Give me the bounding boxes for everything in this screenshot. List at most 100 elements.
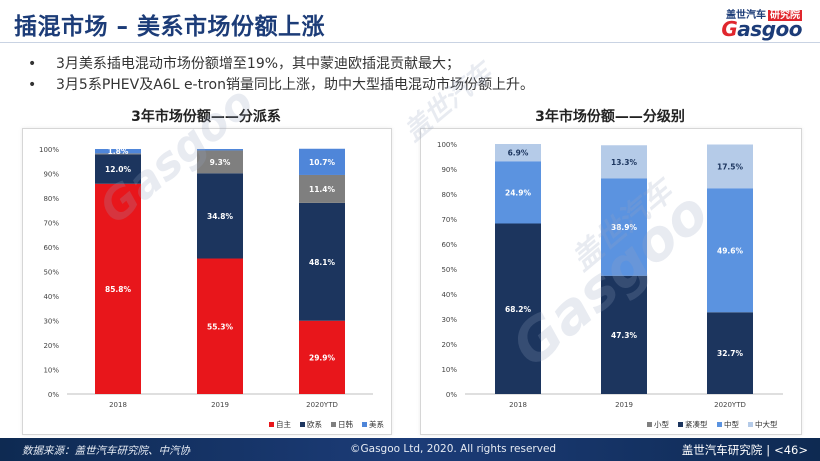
x-tick-label: 2019 [615, 401, 633, 409]
y-tick-label: 60% [43, 244, 59, 252]
legend-swatch [717, 422, 722, 427]
bar-segment [197, 258, 243, 394]
x-tick-label: 2018 [509, 401, 527, 409]
data-label: 68.2% [505, 305, 532, 314]
data-label: 13.3% [611, 158, 638, 167]
y-tick-label: 20% [43, 342, 59, 350]
bar-segment [495, 144, 541, 162]
stacked-bar-chart-by-origin: 0% 10% 20% 30% 40% 50% 60% 70% 80% 90% 100% 2018 85.… [39, 146, 385, 429]
bar-segment [95, 149, 141, 154]
y-tick-label: 90% [43, 171, 59, 179]
bar-segment [299, 148, 345, 175]
bar-segment [299, 174, 345, 203]
logo-chinese: 盖世汽车 研究院 [726, 10, 802, 21]
data-label: 49.6% [717, 246, 744, 255]
bullet-dot: • [28, 77, 37, 93]
legend-swatch [748, 422, 753, 427]
legend-swatch [647, 422, 652, 427]
data-label: 48.1% [309, 258, 336, 267]
legend-label: 美系 [369, 419, 384, 429]
bar-segment [95, 153, 141, 155]
bar-segment [299, 320, 345, 394]
y-tick-label: 30% [441, 316, 457, 324]
y-tick-label: 0% [48, 391, 59, 399]
x-tick-label: 2020YTD [306, 401, 338, 409]
data-label: 55.3% [207, 322, 234, 331]
bullet-item: • 3月5系PHEV及A6L e-tron销量同比上涨，助中大型插电混动市场份额上… [28, 75, 534, 96]
legend-label: 紧凑型 [685, 419, 708, 429]
bar-segment [495, 161, 541, 224]
data-label: 6.9% [508, 149, 529, 158]
data-label: 32.7% [717, 349, 744, 358]
legend-swatch [269, 422, 274, 427]
page-number: <46> [774, 443, 808, 457]
bar-segment [707, 144, 753, 189]
legend-swatch [678, 422, 683, 427]
y-tick-label: 20% [441, 341, 457, 349]
bar-segment [707, 312, 753, 394]
y-tick-label: 10% [43, 367, 59, 375]
y-tick-label: 100% [39, 146, 59, 154]
y-tick-label: 60% [441, 241, 457, 249]
data-label: 47.3% [611, 331, 638, 340]
x-tick-label: 2020YTD [714, 401, 746, 409]
data-label: 9.3% [210, 158, 231, 167]
legend-label: 日韩 [338, 419, 353, 429]
y-tick-label: 100% [437, 141, 457, 149]
bullet-item: • 3月美系插电混动市场份额增至19%，其中蒙迪欧插混贡献最大； [28, 54, 534, 75]
y-tick-label: 80% [43, 195, 59, 203]
y-tick-label: 70% [43, 220, 59, 228]
bar-segment [601, 145, 647, 179]
data-label: 24.9% [505, 188, 532, 197]
data-label: 85.8% [105, 285, 132, 294]
y-tick-label: 50% [43, 269, 59, 277]
title-divider [0, 42, 820, 43]
y-tick-label: 90% [441, 166, 457, 174]
y-tick-label: 0% [446, 391, 457, 399]
footer-bar: 数据来源：盖世汽车研究院、中汽协 ©Gasgoo Ltd, 2020. All … [0, 438, 820, 461]
y-tick-label: 70% [441, 216, 457, 224]
x-tick-label: 2019 [211, 401, 229, 409]
data-label: 17.5% [717, 162, 744, 171]
data-label: 11.4% [309, 185, 336, 194]
y-tick-label: 30% [43, 318, 59, 326]
legend-label: 自主 [276, 419, 291, 429]
stacked-bar-chart-by-segment: 0% 10% 20% 30% 40% 50% 60% 70% 80% 90% 100% 2018 68.… [437, 141, 783, 429]
legend-swatch [362, 422, 367, 427]
bar-segment [707, 188, 753, 313]
data-label: 38.9% [611, 223, 638, 232]
bar-segment [197, 173, 243, 259]
data-label: 29.9% [309, 353, 336, 362]
bar-segment [601, 275, 647, 394]
bar-segment [601, 178, 647, 276]
logo-english: Gasgoo [721, 17, 802, 41]
gasgoo-logo: 盖世汽车 研究院 Gasgoo [682, 6, 802, 41]
x-tick-label: 2018 [109, 401, 127, 409]
bar-segment [95, 154, 141, 184]
legend-label: 欧系 [307, 419, 322, 429]
legend-label: 中型 [724, 419, 739, 429]
bullet-dot: • [28, 56, 37, 72]
chart-title-by-origin: 3年市场份额——分派系 [131, 109, 281, 125]
data-label: 1.8% [108, 147, 129, 156]
data-source: 数据来源：盖世汽车研究院、中汽协 [22, 445, 190, 457]
key-findings: • 3月美系插电混动市场份额增至19%，其中蒙迪欧插混贡献最大； • 3月5系PHE… [28, 54, 534, 96]
y-tick-label: 50% [441, 266, 457, 274]
y-tick-label: 80% [441, 191, 457, 199]
chart-panel-by-segment: 0% 10% 20% 30% 40% 50% 60% 70% 80% 90% 100% 2018 68.… [420, 128, 802, 435]
legend-swatch [331, 422, 336, 427]
bar-segment [197, 149, 243, 151]
data-label: 12.0% [105, 165, 132, 174]
y-tick-label: 10% [441, 366, 457, 374]
bar-segment [495, 223, 541, 394]
footer-org: 盖世汽车研究院 | <46> [681, 443, 808, 457]
bar-segment [299, 202, 345, 321]
bar-segment [197, 150, 243, 174]
bar-segment [95, 183, 141, 394]
y-tick-label: 40% [441, 291, 457, 299]
chart-title-by-segment: 3年市场份额——分级别 [535, 109, 685, 125]
chart-panel-by-origin: 0% 10% 20% 30% 40% 50% 60% 70% 80% 90% 100% 2018 85.… [22, 128, 392, 435]
legend-label: 小型 [654, 420, 669, 429]
y-tick-label: 40% [43, 293, 59, 301]
data-label: 34.8% [207, 212, 234, 221]
